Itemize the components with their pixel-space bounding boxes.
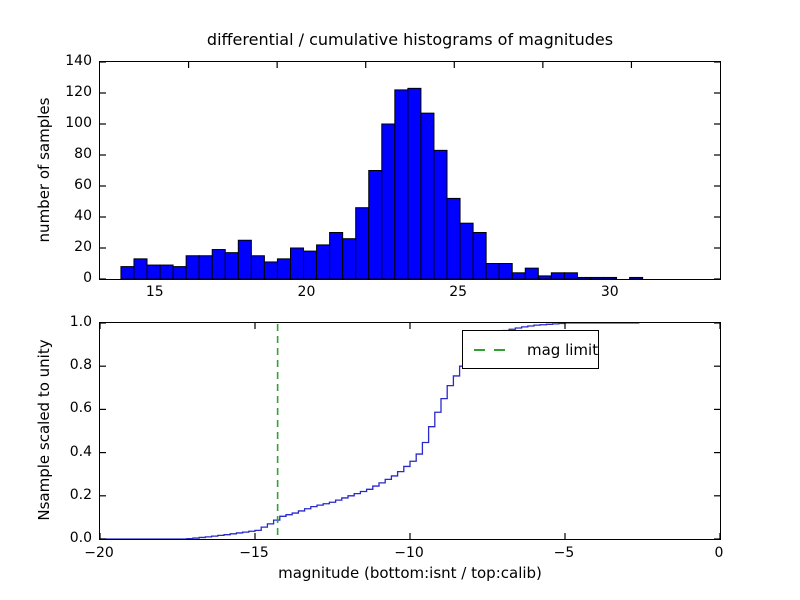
histogram-bar bbox=[550, 272, 565, 279]
histogram-bar bbox=[576, 276, 591, 279]
histogram-bar bbox=[537, 275, 552, 279]
histogram-bar bbox=[381, 123, 396, 279]
histogram-bar bbox=[342, 238, 357, 279]
bottom-cumulative-plot bbox=[99, 322, 721, 540]
top-plot-ytick-label: 20 bbox=[74, 239, 92, 255]
histogram-bar bbox=[472, 232, 487, 279]
histogram-bar bbox=[237, 239, 252, 279]
top-plot-xtick-label: 25 bbox=[449, 284, 468, 300]
bottom-plot-xtick-label: −20 bbox=[84, 545, 114, 561]
histogram-bar bbox=[589, 276, 605, 279]
top-plot-ytick-label: 60 bbox=[74, 177, 92, 193]
histogram-bar bbox=[394, 89, 409, 279]
legend-label: mag limit bbox=[527, 340, 599, 359]
histogram-bar bbox=[120, 266, 135, 279]
legend-box: mag limit bbox=[462, 330, 599, 369]
histogram-bar bbox=[276, 258, 291, 279]
top-plot-ytick-label: 0 bbox=[83, 270, 92, 286]
histogram-bar bbox=[485, 263, 500, 279]
bottom-plot-ytick-label: 1.0 bbox=[69, 314, 92, 330]
histogram-bar bbox=[524, 267, 539, 279]
histogram-bar bbox=[146, 264, 161, 279]
histogram-bar bbox=[433, 149, 448, 279]
histogram-bar bbox=[303, 250, 318, 279]
bottom-cumulative-svg bbox=[100, 323, 720, 539]
histogram-bar bbox=[159, 264, 174, 279]
histogram-bar bbox=[603, 276, 618, 279]
top-plot-ytick-label: 40 bbox=[74, 208, 92, 224]
histogram-bar bbox=[185, 255, 200, 279]
bottom-plot-xtick-label: −5 bbox=[553, 545, 575, 561]
top-histogram-plot bbox=[99, 61, 721, 280]
histogram-bar bbox=[263, 261, 278, 279]
histogram-bar bbox=[446, 197, 461, 279]
histogram-bar bbox=[511, 272, 526, 279]
top-histogram-svg bbox=[100, 62, 720, 279]
histogram-bar bbox=[211, 249, 226, 279]
histogram-bar bbox=[368, 170, 383, 279]
bottom-plot-ytick-label: 0.8 bbox=[69, 357, 92, 374]
figure-title: differential / cumulative histograms of … bbox=[206, 30, 614, 49]
histogram-bar bbox=[133, 258, 148, 279]
histogram-bar bbox=[629, 276, 644, 279]
bottom-plot-xtick-label: 0 bbox=[714, 545, 724, 561]
bottom-plot-ytick-label: 0.2 bbox=[69, 486, 92, 503]
cumulative-curve bbox=[100, 323, 640, 539]
histogram-bar bbox=[498, 263, 513, 279]
x-axis-label: magnitude (bottom:isnt / top:calib) bbox=[278, 564, 542, 582]
bottom-plot-ytick-label: 0.6 bbox=[69, 400, 92, 417]
histogram-bar bbox=[316, 244, 331, 279]
top-plot-ytick-label: 100 bbox=[65, 115, 92, 131]
top-plot-xtick-label: 15 bbox=[145, 284, 164, 300]
top-plot-xtick-label: 30 bbox=[600, 284, 619, 300]
top-plot-xtick-label: 20 bbox=[297, 284, 316, 300]
top-plot-ytick-label: 120 bbox=[65, 84, 92, 100]
histogram-bar bbox=[420, 112, 435, 279]
histogram-bar bbox=[407, 87, 422, 279]
histogram-bar bbox=[250, 255, 265, 279]
bottom-plot-ytick-label: 0.0 bbox=[69, 530, 92, 546]
top-plot-ytick-label: 80 bbox=[74, 146, 92, 162]
top-plot-ytick-label: 140 bbox=[65, 53, 92, 69]
histogram-bar bbox=[563, 272, 578, 279]
histogram-bar bbox=[329, 232, 344, 279]
histogram-bar bbox=[224, 252, 239, 279]
legend-dashed-line-sample bbox=[474, 348, 514, 351]
histogram-bar bbox=[355, 207, 370, 279]
bottom-plot-ytick-label: 0.4 bbox=[69, 443, 92, 460]
bottom-plot-xtick-label: −10 bbox=[394, 545, 424, 561]
bottom-plot-xtick-label: −15 bbox=[239, 545, 269, 561]
histogram-bar bbox=[459, 222, 474, 279]
histogram-bar bbox=[289, 247, 305, 279]
histogram-bar bbox=[172, 266, 187, 279]
histogram-bar bbox=[198, 255, 213, 279]
